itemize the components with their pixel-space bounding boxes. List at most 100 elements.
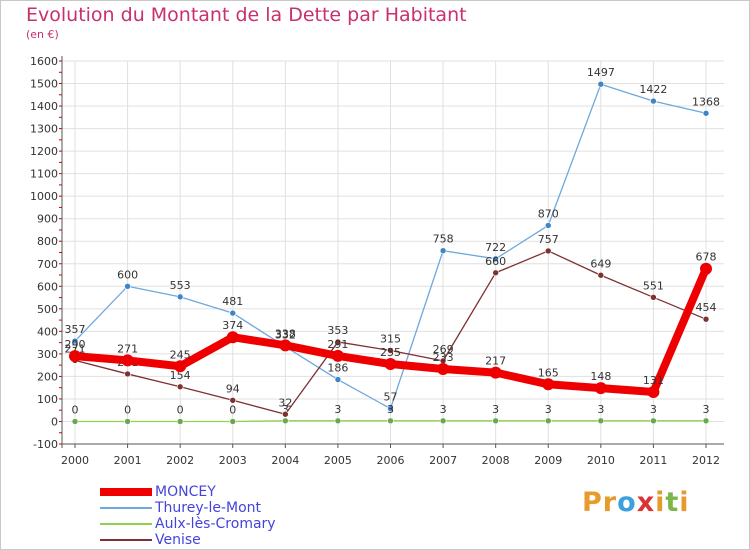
data-point-venise [282,410,289,418]
data-point-venise [650,294,657,301]
data-point-moncey [542,378,555,391]
data-point-moncey [594,382,607,395]
data-point-thurey-le-mont [597,80,605,88]
data-point-moncey [226,331,239,344]
y-tick-label: 1300 [30,123,58,136]
data-point-thurey-le-mont [71,337,79,345]
y-tick-label: 500 [37,303,58,316]
data-label-thurey-le-mont: 1368 [692,95,720,108]
data-point-thurey-le-mont [176,293,184,301]
x-tick-label: 2002 [166,454,194,467]
logo-letter: P [582,487,603,518]
data-label-thurey-le-mont: 1497 [587,66,615,79]
data-point-venise [597,271,605,279]
data-point-moncey [700,262,712,275]
data-point-venise [176,383,184,391]
data-label-aulx-les-cromary: 3 [650,403,657,416]
data-label-aulx-les-cromary: 0 [229,403,236,416]
data-label-venise: 649 [590,257,611,270]
y-tick-label: 1200 [30,145,58,158]
data-label-venise: 94 [226,382,240,395]
data-label-moncey: 290 [65,338,86,351]
y-tick-label: 1600 [30,55,58,68]
data-point-moncey [279,339,292,352]
x-tick-label: 2012 [692,454,720,467]
x-tick-label: 2011 [639,454,667,467]
data-label-moncey: 245 [170,348,191,361]
x-tick-label: 2006 [377,454,405,467]
data-label-thurey-le-mont: 332 [275,329,296,342]
data-label-moncey: 271 [117,342,138,355]
data-label-venise: 154 [170,369,191,382]
data-label-moncey: 678 [696,251,717,264]
data-point-moncey [121,354,134,367]
data-label-aulx-les-cromary: 3 [440,403,447,416]
y-tick-label: 600 [37,280,58,293]
data-label-moncey: 255 [380,346,401,359]
data-label-aulx-les-cromary: 3 [597,403,604,416]
data-label-thurey-le-mont: 600 [117,268,138,281]
data-point-thurey-le-mont [387,405,394,412]
data-point-venise [387,347,394,354]
data-point-thurey-le-mont [439,247,447,254]
data-point-aulx-les-cromary [650,417,657,425]
data-label-venise: 551 [643,279,664,292]
data-point-aulx-les-cromary [229,418,237,425]
data-point-thurey-le-mont [229,309,237,317]
data-point-thurey-le-mont [334,376,342,383]
x-tick-label: 2010 [587,454,615,467]
logo-letter: t [665,487,680,518]
y-tick-label: 1500 [30,78,58,91]
data-point-aulx-les-cromary [387,417,394,425]
data-point-moncey [647,385,660,398]
legend-swatch-aulx-les-cromary [100,523,152,525]
y-tick-label: 900 [37,213,58,226]
x-tick-label: 2009 [534,454,562,467]
data-point-moncey [174,360,187,373]
data-label-venise: 269 [433,343,454,356]
legend-label-thurey-le-mont: Thurey-le-Mont [155,500,262,516]
data-label-venise: 454 [696,301,717,314]
y-tick-label: 1400 [30,100,58,113]
data-point-aulx-les-cromary [334,417,342,425]
data-point-moncey [489,366,502,379]
data-label-thurey-le-mont: 481 [222,295,243,308]
data-point-thurey-le-mont [702,109,710,117]
data-label-thurey-le-mont: 553 [170,279,191,292]
legend-swatch-moncey [100,488,152,496]
data-label-aulx-les-cromary: 3 [334,403,341,416]
y-tick-label: 300 [37,348,58,361]
data-point-aulx-les-cromary [71,418,79,425]
y-tick-label: -100 [33,438,58,451]
x-tick-label: 2000 [61,454,89,467]
data-point-moncey [384,358,397,371]
legend-swatch-venise [100,539,152,541]
data-point-aulx-les-cromary [597,417,605,425]
data-label-thurey-le-mont: 57 [384,391,398,404]
data-label-venise: 271 [65,342,86,355]
data-point-moncey [331,349,344,362]
data-label-thurey-le-mont: 186 [327,362,348,375]
x-tick-label: 2007 [429,454,457,467]
data-point-thurey-le-mont [492,255,499,263]
data-label-moncey: 338 [275,327,296,340]
data-label-moncey: 291 [327,338,348,351]
data-label-moncey: 217 [485,355,506,368]
data-label-moncey: 165 [538,366,559,379]
logo-letter: o [617,487,637,518]
unit-label: (en €) [26,28,59,41]
x-tick-label: 2001 [114,454,142,467]
logo-letter: r [602,487,618,518]
chart-title: Evolution du Montant de la Dette par Hab… [26,4,467,26]
data-label-aulx-les-cromary: 3 [703,403,710,416]
data-point-aulx-les-cromary [492,417,499,425]
data-label-aulx-les-cromary: 3 [387,403,394,416]
data-label-venise: 32 [278,396,292,409]
data-label-moncey: 233 [433,351,454,364]
x-tick-label: 2004 [271,454,299,467]
data-label-moncey: 374 [222,319,243,332]
data-label-thurey-le-mont: 722 [485,241,506,254]
data-label-aulx-les-cromary: 3 [282,403,289,416]
data-point-moncey [437,362,450,375]
